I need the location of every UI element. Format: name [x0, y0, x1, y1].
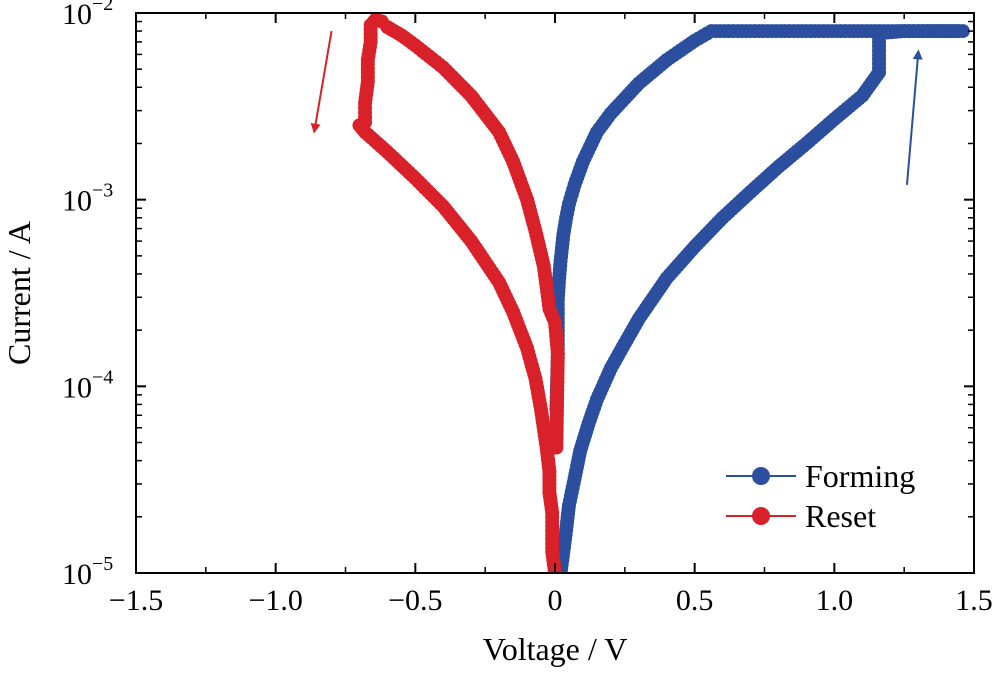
- x-tick-label: 1.0: [816, 584, 854, 617]
- series-forming: [549, 24, 970, 573]
- legend-item-forming: Forming: [726, 458, 915, 494]
- x-axis-title: Voltage / V: [483, 631, 628, 667]
- annotation-layer: [310, 30, 923, 185]
- y-axis-title: Current / A: [1, 221, 37, 365]
- x-tick-label: 1.5: [955, 584, 993, 617]
- forming-direction-arrow: [905, 49, 923, 185]
- series-layer: [352, 13, 970, 573]
- legend-item-reset: Reset: [726, 498, 876, 534]
- x-tick-label: −1.0: [248, 584, 302, 617]
- legend-label: Reset: [805, 498, 876, 534]
- y-tick-label: 10−4: [62, 366, 113, 404]
- x-axis-ticks: −1.5 −1.0 −0.5 0 0.5 1.0 1.5: [109, 13, 993, 617]
- data-point: [549, 440, 564, 455]
- y-tick-label: 10−3: [62, 180, 113, 218]
- legend: Forming Reset: [726, 458, 915, 534]
- y-tick-label: 10−2: [62, 0, 113, 31]
- y-tick-label: 10−5: [62, 553, 113, 591]
- series-reset: [352, 13, 565, 573]
- x-tick-label: −0.5: [388, 584, 442, 617]
- x-tick-label: −1.5: [109, 584, 163, 617]
- reset-direction-arrow: [310, 30, 333, 134]
- series-line: [357, 17, 559, 573]
- y-axis-ticks: 10−5 10−4 10−3 10−2: [62, 0, 974, 591]
- x-tick-label: 0.5: [676, 584, 714, 617]
- legend-label: Forming: [805, 458, 915, 494]
- legend-marker: [752, 507, 770, 525]
- x-tick-label: 0: [548, 584, 563, 617]
- legend-marker: [752, 467, 770, 485]
